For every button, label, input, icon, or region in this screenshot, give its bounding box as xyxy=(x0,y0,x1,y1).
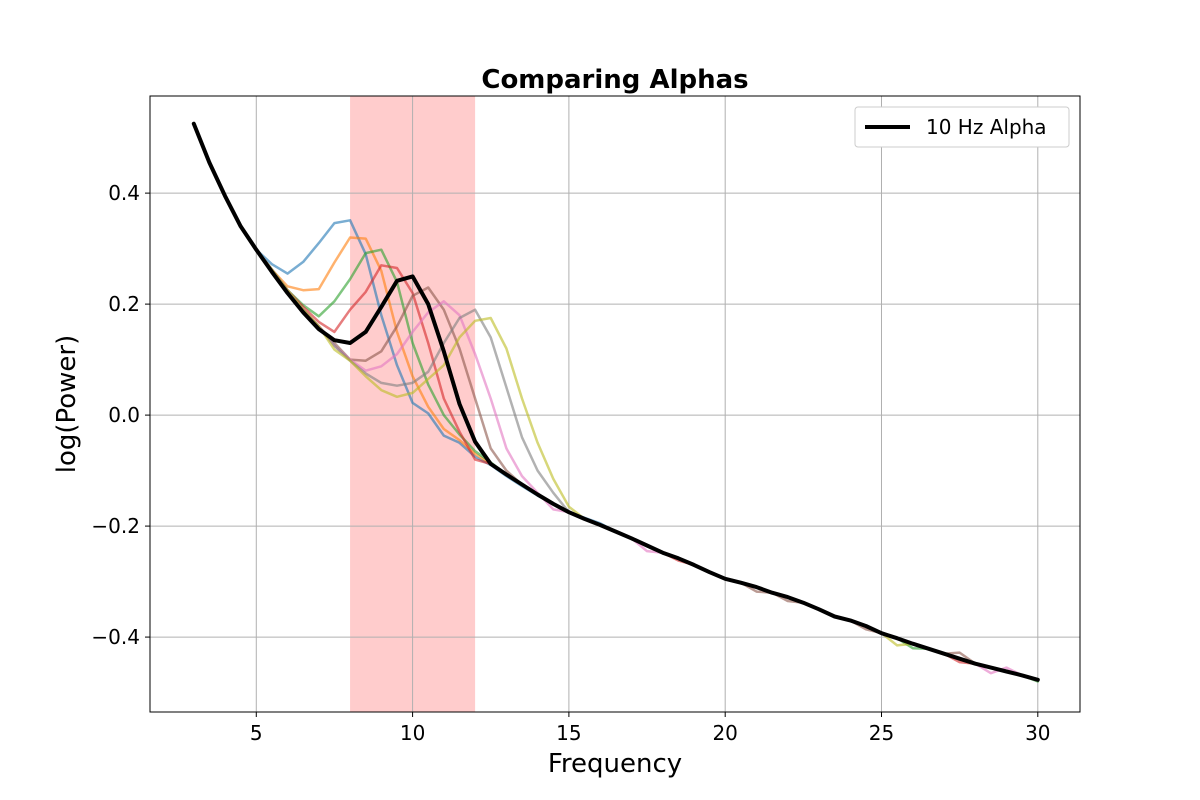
x-tick-label: 5 xyxy=(250,721,263,745)
y-tick-label: 0.2 xyxy=(108,292,140,316)
legend-box xyxy=(854,106,1070,148)
plot-frame xyxy=(149,95,1081,713)
legend: 10 Hz Alpha xyxy=(854,106,1070,148)
chart-title: Comparing Alphas xyxy=(481,65,748,95)
x-tick-label: 10 xyxy=(400,721,425,745)
x-tick-label: 25 xyxy=(869,721,894,745)
x-tick-label: 15 xyxy=(556,721,581,745)
series-line-10hz-alpha xyxy=(191,121,1040,682)
x-tick-label: 20 xyxy=(712,721,737,745)
y-tick-label: 0.4 xyxy=(108,181,140,205)
x-tick-label: 30 xyxy=(1025,721,1050,745)
y-tick-label: 0.0 xyxy=(108,403,140,427)
y-axis-label: log(Power) xyxy=(52,335,82,474)
x-axis-label: Frequency xyxy=(548,749,682,779)
y-tick-label: −0.4 xyxy=(91,625,140,649)
legend-label-10hz-alpha: 10 Hz Alpha xyxy=(926,115,1047,139)
y-tick-label: −0.2 xyxy=(91,514,140,538)
